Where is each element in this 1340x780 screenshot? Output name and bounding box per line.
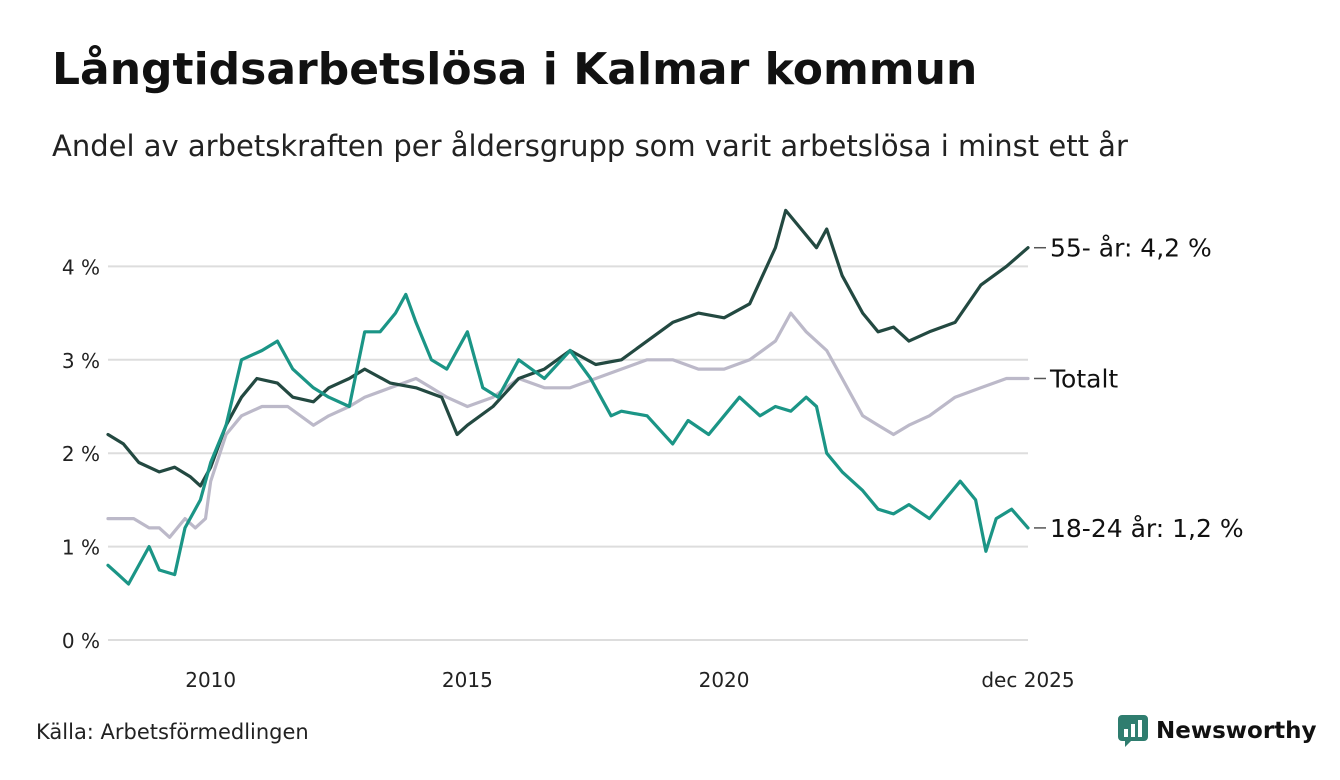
y-tick-label: 1 %	[62, 536, 100, 560]
x-tick-label: dec 2025	[981, 668, 1074, 692]
series-line	[106, 292, 1030, 586]
series-end-labels: Totalt 55- år: 4,2 % 18-24 år: 1,2 %	[1034, 234, 1244, 543]
y-axis-ticks: 0 % 1 % 2 % 3 % 4 %	[62, 255, 100, 653]
brand-logo: Newsworthy	[1118, 714, 1317, 748]
series-line	[106, 208, 1030, 488]
y-tick-label: 0 %	[62, 629, 100, 653]
series-lines	[106, 208, 1030, 586]
grid-lines	[108, 265, 1028, 641]
x-tick-label: 2010	[185, 668, 236, 692]
source-note: Källa: Arbetsförmedlingen	[36, 720, 309, 744]
series-end-label: Totalt	[1049, 364, 1118, 393]
x-tick-label: 2015	[442, 668, 493, 692]
chart-subtitle: Andel av arbetskraften per åldersgrupp s…	[52, 129, 1128, 163]
x-axis-ticks: 2010 2015 2020 dec 2025	[185, 668, 1074, 692]
x-tick-label: 2020	[699, 668, 750, 692]
series-end-label: 18-24 år: 1,2 %	[1050, 514, 1244, 543]
series-end-label: 55- år: 4,2 %	[1050, 234, 1212, 263]
brand-name: Newsworthy	[1156, 718, 1317, 744]
y-tick-label: 3 %	[62, 349, 100, 373]
newsworthy-logo-icon	[1118, 715, 1148, 747]
chart-title: Långtidsarbetslösa i Kalmar kommun	[52, 44, 978, 95]
series-line	[106, 311, 1030, 539]
y-tick-label: 2 %	[62, 442, 100, 466]
y-tick-label: 4 %	[62, 255, 100, 279]
